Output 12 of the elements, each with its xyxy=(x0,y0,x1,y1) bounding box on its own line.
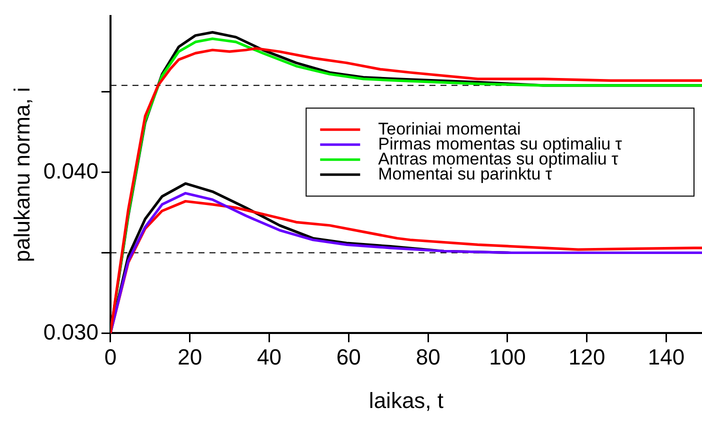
x-tick-label: 20 xyxy=(178,344,202,370)
x-axis-title: laikas, t xyxy=(368,388,444,413)
y-axis-title: palukanu norma, i xyxy=(9,87,34,262)
x-tick-label: 140 xyxy=(648,344,685,370)
x-tick-label: 40 xyxy=(257,344,282,370)
x-tick-label: 100 xyxy=(489,344,526,370)
x-tick-label: 80 xyxy=(416,344,440,370)
y-tick-label: 0.040 xyxy=(43,158,98,184)
x-tick-label: 0 xyxy=(104,344,117,370)
x-tick-label: 120 xyxy=(568,344,606,370)
y-tick-label: 0.030 xyxy=(43,319,98,344)
x-tick-label: 60 xyxy=(336,344,361,370)
